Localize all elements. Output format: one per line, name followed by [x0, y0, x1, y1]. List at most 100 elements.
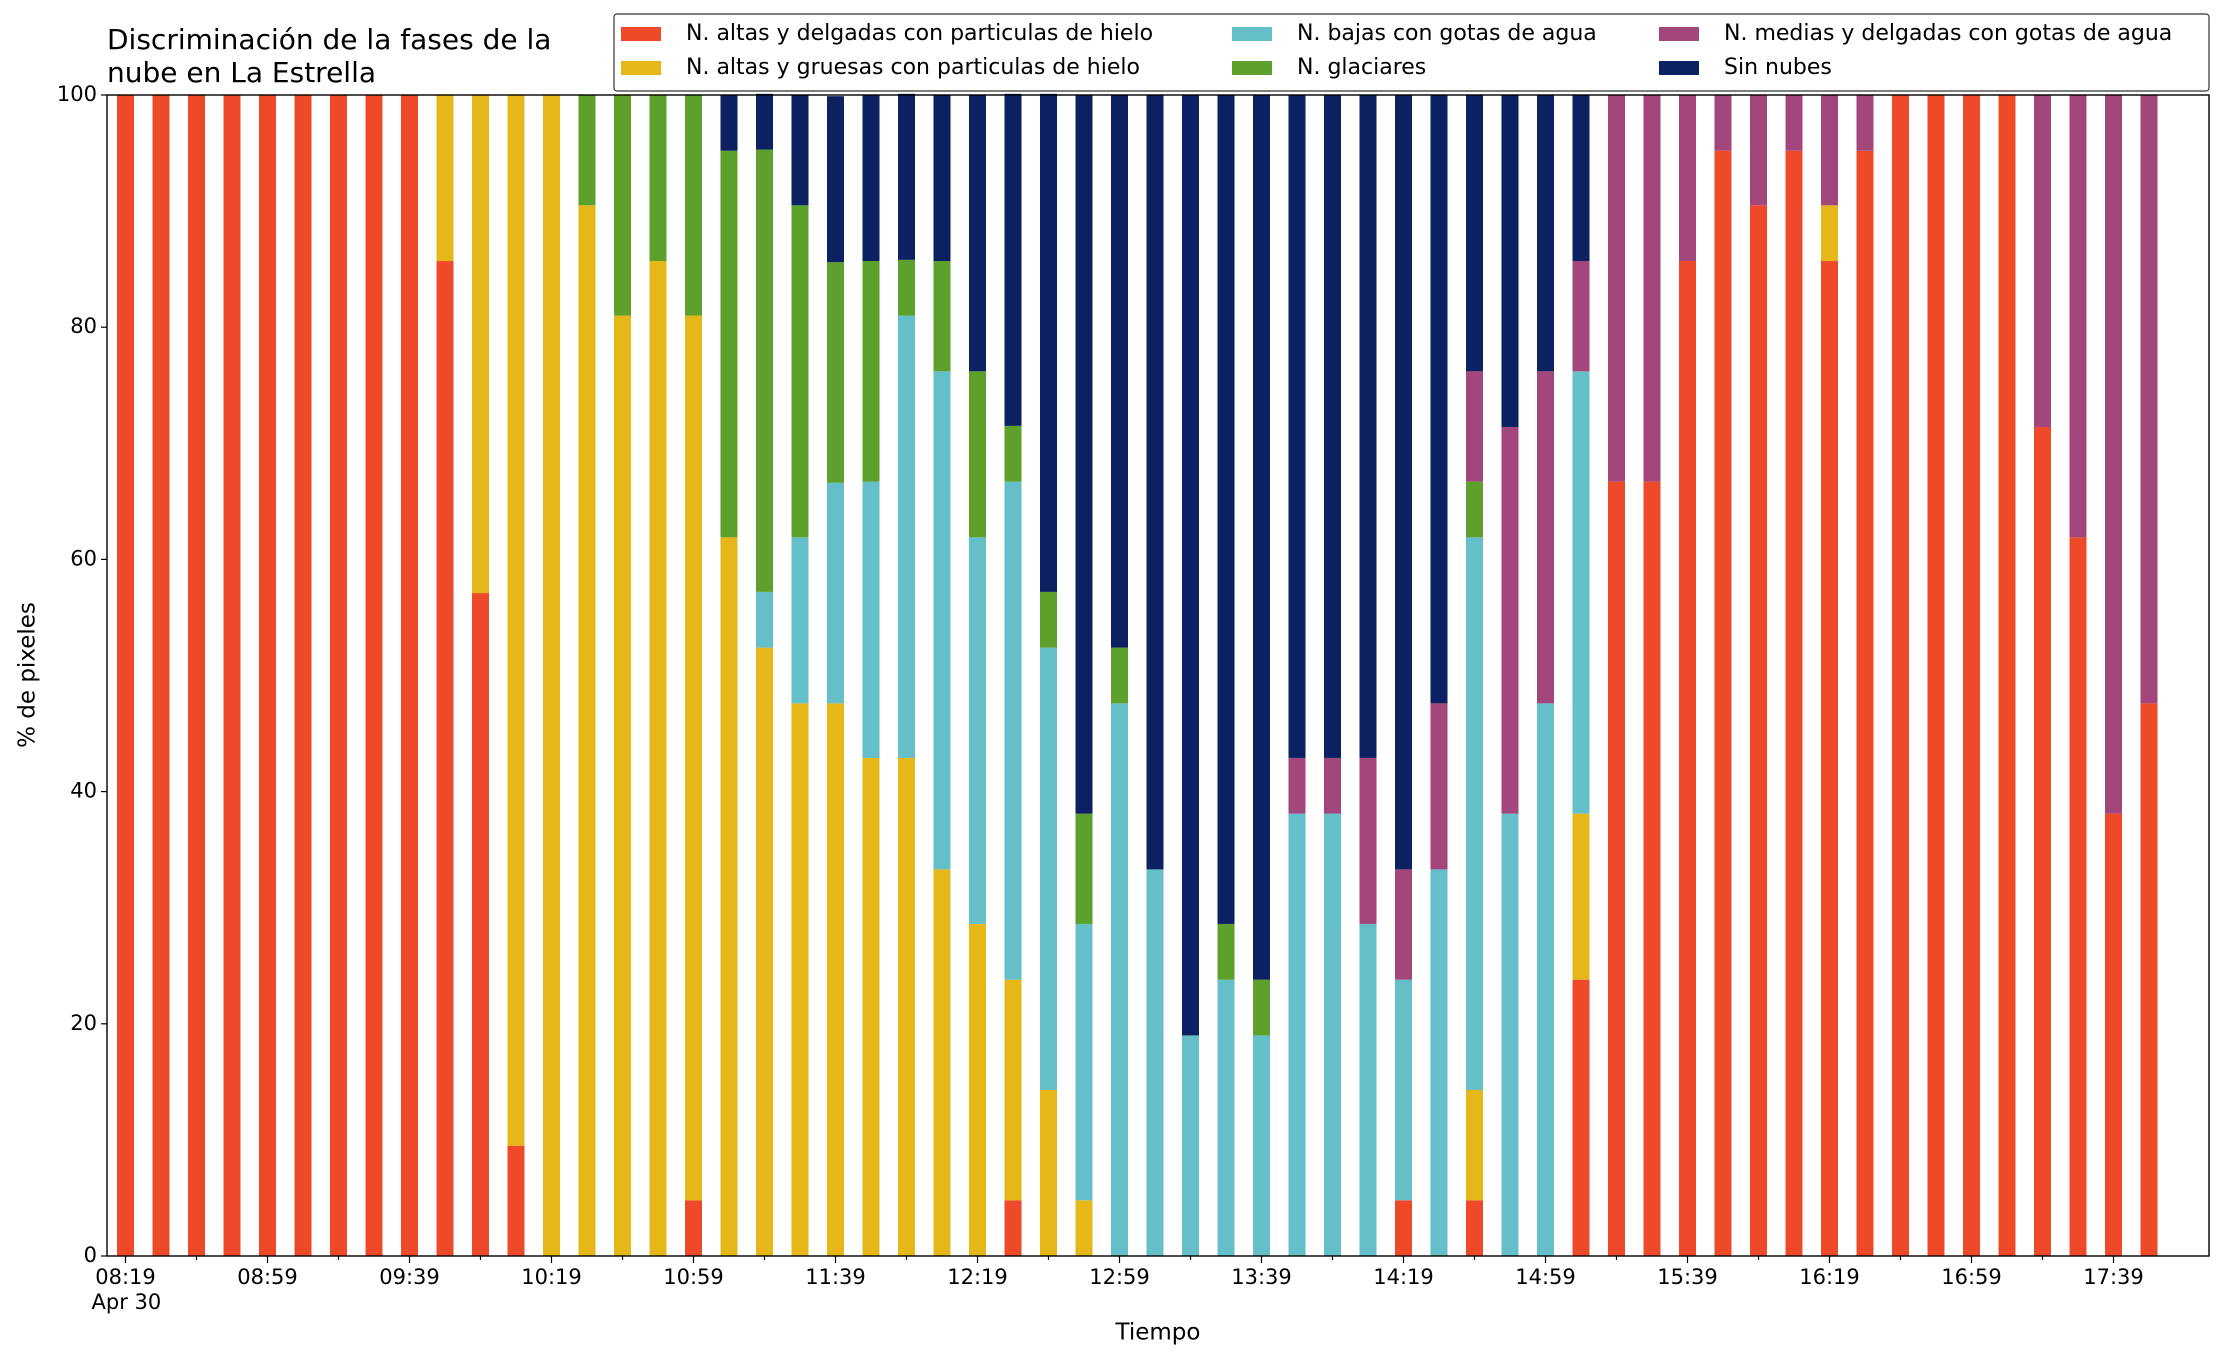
x-tick-label: 14:59 [1515, 1265, 1576, 1289]
bar-segment [259, 95, 276, 1256]
bar-segment [791, 537, 809, 704]
bar-segment [578, 205, 596, 1256]
bar-segment [1075, 813, 1093, 924]
bar-segment [1856, 95, 1874, 151]
bar-segment [1466, 371, 1483, 482]
bar-segment [472, 593, 489, 1256]
bar-segment [898, 315, 915, 758]
bar-segment [685, 95, 702, 316]
x-tick-label: 13:39 [1231, 1265, 1292, 1289]
legend-swatch [621, 27, 661, 41]
x-tick-label: 08:19 [95, 1265, 156, 1289]
bar-segment [507, 1145, 525, 1256]
bar-segment [1004, 1200, 1022, 1256]
bar-segment [685, 1200, 702, 1256]
bar-segment [933, 95, 951, 262]
bar-segment [1253, 979, 1270, 1036]
bar-segment [1643, 481, 1661, 1256]
bar-segment [1643, 95, 1661, 482]
bar-segment [2105, 813, 2122, 1256]
bar-segment [1679, 261, 1696, 1256]
y-axis-label: % de pixeles [15, 602, 41, 748]
chart-title: nube en La Estrella [107, 56, 376, 89]
bar-segment [1075, 1200, 1093, 1256]
bar-segment [1075, 923, 1093, 1201]
x-tick-label: 17:39 [2083, 1265, 2144, 1289]
bar-segment [1146, 95, 1164, 870]
bar-segment [1253, 95, 1270, 980]
legend-label: Sin nubes [1724, 55, 1832, 80]
bar-segment [1359, 95, 1377, 758]
bar-segment [791, 95, 809, 206]
bar-segment [1111, 647, 1128, 704]
bar-segment [969, 923, 986, 1256]
bar-segment [898, 757, 915, 1256]
bar-segment [614, 315, 631, 1257]
x-tick-label: 10:59 [663, 1265, 724, 1289]
bar-segment [1501, 427, 1519, 814]
bar-segment [720, 537, 738, 1256]
bar-segment [188, 95, 205, 1256]
bar-segment [1608, 95, 1625, 482]
bar-segment [1004, 481, 1022, 980]
bar-segment [578, 95, 596, 206]
x-tick-label: 08:59 [237, 1265, 298, 1289]
bar-segment [933, 261, 951, 372]
bar-segment [1430, 703, 1448, 870]
bar-segment [1395, 869, 1412, 980]
bar-segment [827, 262, 844, 483]
bar-segment [1004, 425, 1022, 482]
bar-segment [223, 95, 241, 1256]
bar-segment [1998, 95, 2016, 1256]
bar-segment [1785, 95, 1803, 151]
bar-segment [1572, 813, 1590, 980]
bar-segment [614, 95, 631, 316]
bar-segment [1785, 150, 1803, 1256]
bar-segment [2140, 703, 2158, 1256]
bar-segment [152, 95, 170, 1256]
bar-segment [2034, 427, 2051, 1256]
bar-segment [1040, 591, 1057, 648]
bar-segment [1714, 95, 1732, 151]
bar-segment [1359, 923, 1377, 1256]
bar-segment [969, 371, 986, 538]
bar-segment [1324, 95, 1341, 758]
legend-swatch [1232, 27, 1272, 41]
bar-segment [862, 95, 880, 262]
bar-segment [1217, 923, 1235, 980]
bar-segment [756, 591, 773, 648]
bar-segment [1111, 703, 1128, 1256]
bar-segment [2140, 95, 2158, 704]
bar-segment [1466, 481, 1483, 538]
bar-segment [1750, 205, 1767, 1256]
bar-segment [756, 647, 773, 1256]
bar-segment [2105, 95, 2122, 814]
bar-segment [1004, 979, 1022, 1201]
bar-segment [1572, 371, 1590, 814]
bar-segment [1288, 95, 1306, 758]
x-tick-label: 09:39 [379, 1265, 440, 1289]
bar-segment [791, 205, 809, 538]
bar-segment [1608, 481, 1625, 1256]
bar-segment [756, 93, 773, 150]
legend-swatch [1232, 61, 1272, 75]
bar-segment [1466, 537, 1483, 1090]
bar-segment [1040, 1089, 1057, 1256]
bar-segment [1821, 205, 1838, 262]
bar-segment [1537, 371, 1554, 704]
legend-swatch [1659, 27, 1699, 41]
bar-segment [1501, 95, 1519, 428]
bar-segment [2069, 95, 2087, 538]
bar-segment [1395, 1200, 1412, 1256]
y-tick-label: 0 [84, 1243, 97, 1267]
bar-segment [1111, 95, 1128, 648]
bar-segment [1466, 1200, 1483, 1256]
x-date-label: Apr 30 [92, 1290, 162, 1314]
bar-segment [1217, 979, 1235, 1256]
bar-segment [1927, 95, 1945, 1256]
bar-segment [1430, 869, 1448, 1256]
x-tick-label: 16:19 [1799, 1265, 1860, 1289]
bar-segment [1750, 95, 1767, 206]
bar-segment [1963, 95, 1980, 1256]
bar-segment [1182, 1035, 1199, 1256]
